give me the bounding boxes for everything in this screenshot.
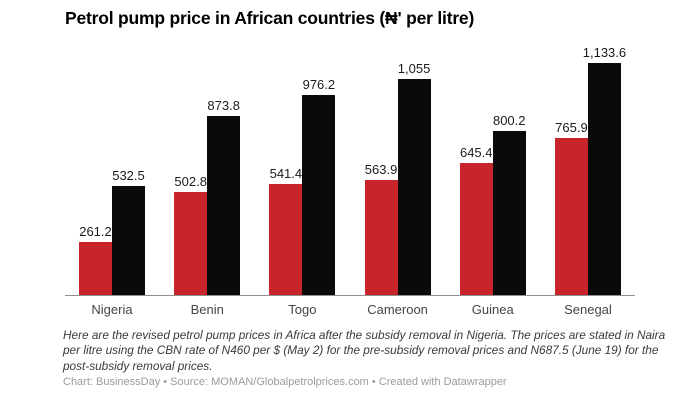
bar-pre-subsidy-senegal: 765.9 [554,120,588,295]
bar-post-subsidy-guinea: 800.2 [492,113,526,295]
value-label: 800.2 [492,113,526,129]
value-label: 532.5 [112,168,145,183]
value-label: 1,133.6 [582,45,627,60]
bar-chart-plot-area: 261.2 532.5 Nigeria 502.8 873.8 Benin 541.4 976… [65,45,635,317]
value-label: 563.9 [364,161,398,177]
bar-group-benin: 502.8 873.8 Benin [174,45,241,317]
bar-group-cameroon: 563.9 1,055 Cameroon [364,45,431,317]
value-label: 645.4 [459,144,493,160]
value-label: 873.8 [207,98,240,114]
bar-post-subsidy-senegal: 1,133.6 [583,45,626,295]
bar-post-subsidy-cameroon: 1,055 [397,61,431,295]
category-label-nigeria: Nigeria [91,302,133,317]
bar-pre-subsidy-cameroon: 563.9 [364,162,398,295]
value-label: 976.2 [302,77,336,93]
bar-post-subsidy-nigeria: 532.5 [112,168,145,295]
category-label-benin: Benin [190,302,224,317]
bar-groups-container: 261.2 532.5 Nigeria 502.8 873.8 Benin 541.4 976… [65,45,635,317]
bar-post-subsidy-togo: 976.2 [302,77,336,295]
value-label: 1,055 [397,61,431,77]
category-label-togo: Togo [288,302,317,317]
bar-group-senegal: 765.9 1,133.6 Senegal [554,45,626,317]
bar-pre-subsidy-guinea: 645.4 [459,145,493,295]
bar-post-subsidy-benin: 873.8 [207,98,241,295]
category-label-cameroon: Cameroon [367,302,428,317]
value-label: 541.4 [269,166,303,182]
bar-group-guinea: 645.4 800.2 Guinea [459,45,526,317]
chart-note: Here are the revised petrol pump prices … [63,328,666,373]
bar-group-nigeria: 261.2 532.5 Nigeria [79,45,145,317]
category-label-guinea: Guinea [471,302,514,317]
bar-pre-subsidy-togo: 541.4 [269,166,303,295]
bar-pre-subsidy-benin: 502.8 [174,174,208,295]
chart-title: Petrol pump price in African countries (… [65,8,475,28]
category-label-senegal: Senegal [564,302,612,317]
bar-group-togo: 541.4 976.2 Togo [269,45,336,317]
value-label: 765.9 [555,120,588,136]
value-label: 261.2 [79,223,112,239]
bar-pre-subsidy-nigeria: 261.2 [79,224,112,295]
chart-footer-credits: Chart: BusinessDay • Source: MOMAN/Globa… [63,376,507,388]
value-label: 502.8 [174,174,207,190]
